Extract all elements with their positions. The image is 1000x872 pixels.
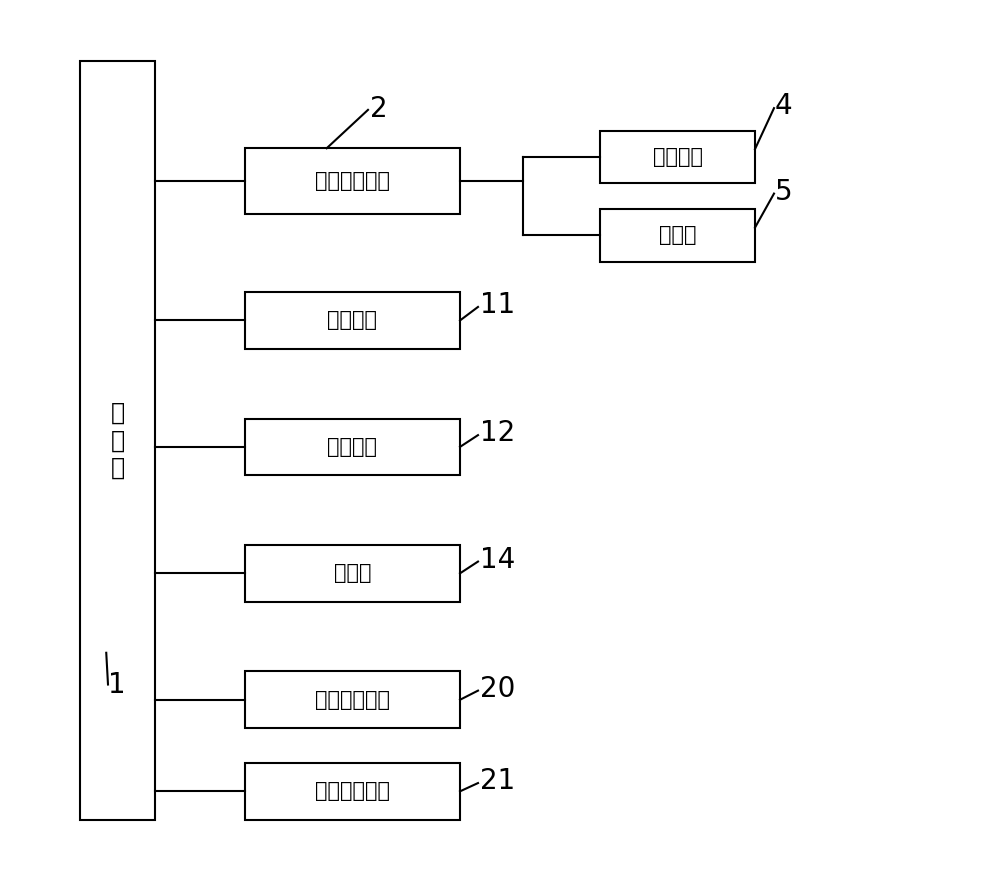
Text: 搅拌机构: 搅拌机构 xyxy=(328,437,378,457)
Text: 工作电极: 工作电极 xyxy=(652,147,702,167)
Bar xyxy=(245,671,460,728)
Text: 第一接近开关: 第一接近开关 xyxy=(315,690,390,710)
Text: 11: 11 xyxy=(480,291,515,319)
Text: 电化学工作站: 电化学工作站 xyxy=(315,171,390,191)
Text: 升降器: 升降器 xyxy=(334,563,371,583)
Bar xyxy=(80,61,155,820)
Text: 计
算
机: 计 算 机 xyxy=(110,400,125,480)
Bar xyxy=(245,545,460,602)
Bar xyxy=(245,419,460,475)
Text: 对电极: 对电极 xyxy=(659,226,696,245)
Bar xyxy=(245,148,460,214)
Text: 12: 12 xyxy=(480,419,515,447)
Text: 1: 1 xyxy=(108,671,126,698)
Text: 21: 21 xyxy=(480,767,515,795)
Bar xyxy=(600,131,755,183)
Text: 第二接近开关: 第二接近开关 xyxy=(315,781,390,801)
Bar xyxy=(245,763,460,820)
Text: 14: 14 xyxy=(480,546,515,574)
Text: 输送机构: 输送机构 xyxy=(328,310,378,330)
Bar xyxy=(600,209,755,262)
Bar xyxy=(245,292,460,349)
Text: 2: 2 xyxy=(370,95,388,123)
Text: 20: 20 xyxy=(480,675,515,703)
Text: 5: 5 xyxy=(775,178,793,206)
Text: 4: 4 xyxy=(775,92,793,120)
